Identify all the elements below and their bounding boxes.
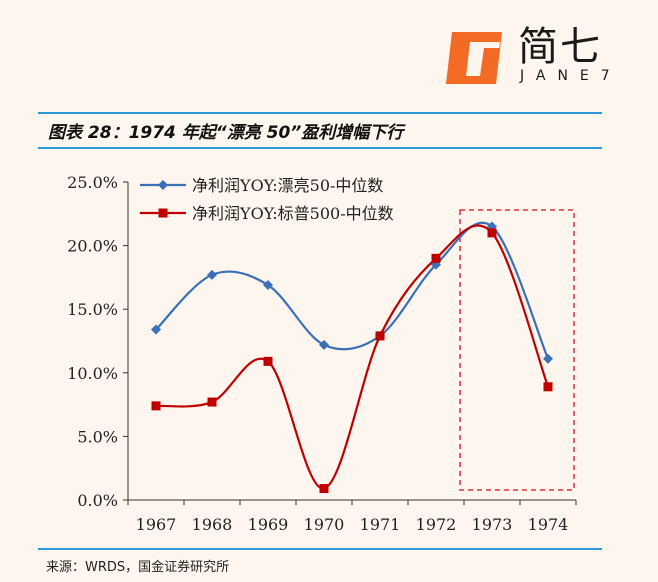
data-point-diamond xyxy=(543,353,553,364)
y-tick-label: 0.0% xyxy=(77,491,118,510)
data-point-square xyxy=(375,331,385,341)
legend-label-2: 净利润YOY:标普500-中位数 xyxy=(192,204,394,223)
data-point-square xyxy=(431,253,441,263)
x-tick-label: 1973 xyxy=(472,515,513,534)
data-point-diamond xyxy=(319,339,329,350)
brand-name: 简七 xyxy=(518,24,602,70)
data-point-diamond xyxy=(263,280,273,291)
top-rule xyxy=(38,112,602,114)
y-tick-label: 5.0% xyxy=(77,427,118,446)
data-point-square xyxy=(207,397,217,407)
y-tick-label: 25.0% xyxy=(67,173,118,192)
source-note: 来源：WRDS，国金证券研究所 xyxy=(46,560,230,575)
bottom-rule xyxy=(38,548,602,550)
data-point-square xyxy=(319,484,329,494)
y-tick-label: 10.0% xyxy=(67,364,118,383)
brand-logo xyxy=(446,32,502,84)
figure-title: 图表 28：1974 年起“漂亮 50”盈利增幅下行 xyxy=(48,123,404,143)
data-point-square xyxy=(543,382,553,392)
x-tick-label: 1967 xyxy=(136,515,177,534)
y-tick-label: 15.0% xyxy=(67,300,118,319)
x-tick-label: 1974 xyxy=(528,515,569,534)
series-line-1 xyxy=(155,221,550,360)
y-tick-label: 20.0% xyxy=(67,237,118,256)
data-point-square xyxy=(263,356,273,366)
data-point-square xyxy=(151,401,161,411)
x-tick-label: 1971 xyxy=(360,515,401,534)
title-rule xyxy=(38,147,602,149)
x-tick-label: 1972 xyxy=(416,515,457,534)
legend-label-1: 净利润YOY:漂亮50-中位数 xyxy=(192,176,383,195)
legend-marker-square xyxy=(158,208,168,218)
x-tick-label: 1968 xyxy=(192,515,233,534)
x-tick-label: 1970 xyxy=(304,515,345,534)
data-point-diamond xyxy=(151,324,161,335)
data-point-square xyxy=(487,228,497,238)
brand-sub: JANE7 xyxy=(520,68,622,84)
series-line-2 xyxy=(155,224,550,490)
data-point-diamond xyxy=(207,269,217,280)
x-tick-label: 1969 xyxy=(248,515,289,534)
chart-axes: 0.0% 5.0% 10.0% 15.0% 20.0% 25.0% 1967 1968 1969… xyxy=(67,173,577,534)
chart-series xyxy=(151,221,553,494)
highlight-box xyxy=(459,209,575,491)
legend-marker-diamond xyxy=(158,180,168,190)
